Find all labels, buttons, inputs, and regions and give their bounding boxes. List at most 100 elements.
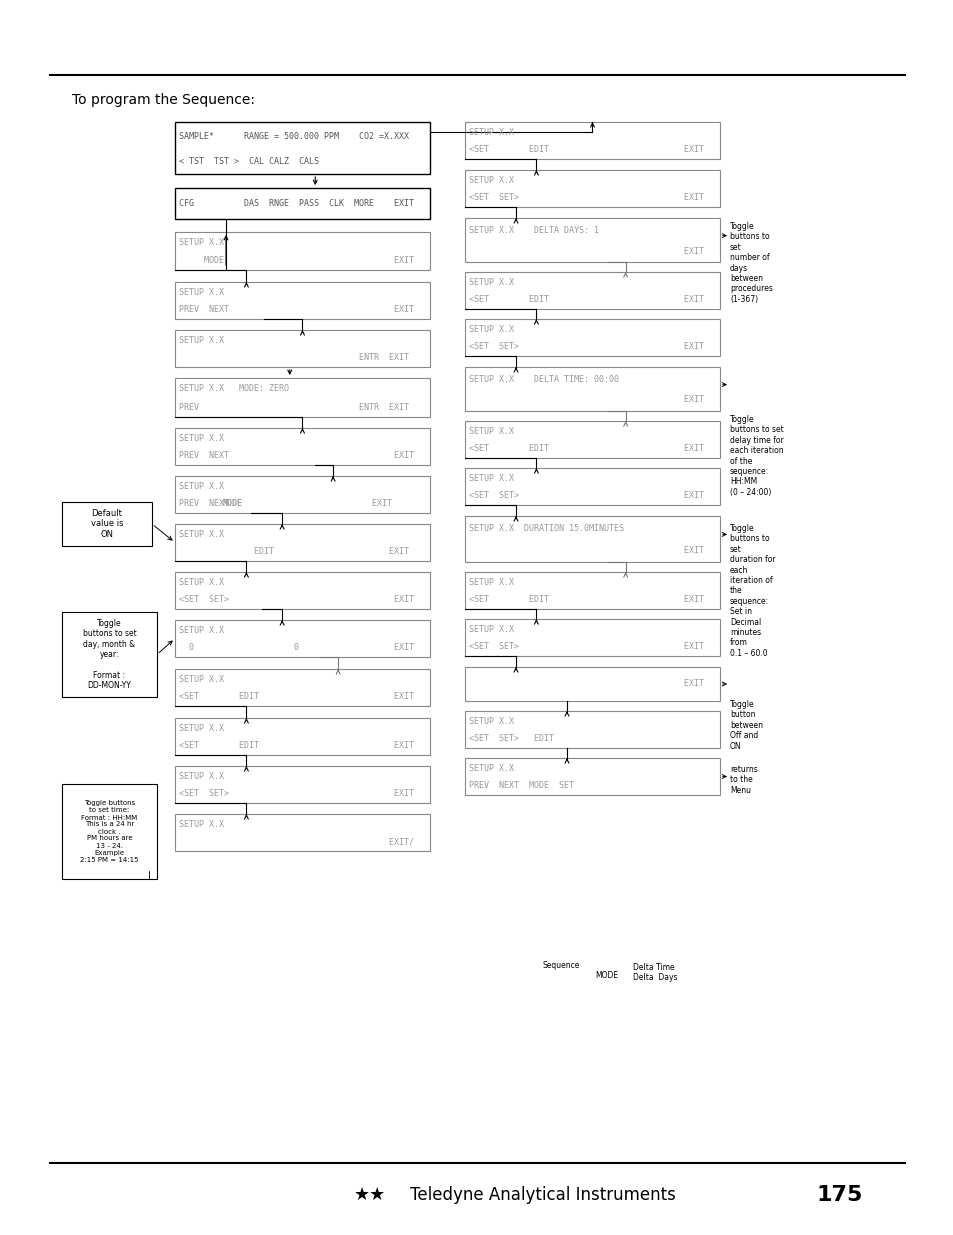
Text: ENTR  EXIT: ENTR EXIT [179, 353, 409, 362]
Text: Toggle
buttons to set
delay time for
each iteration
of the
sequence:
HH:MM
(0 – : Toggle buttons to set delay time for eac… [729, 415, 783, 496]
Text: To program the Sequence:: To program the Sequence: [71, 93, 254, 107]
Text: PREV  NEXT                                 EXIT: PREV NEXT EXIT [179, 305, 414, 314]
Bar [174, 122, 430, 174]
Bar [174, 669, 430, 706]
Text: <SET  SET>                                 EXIT: <SET SET> EXIT [179, 789, 414, 798]
Bar [174, 378, 430, 417]
Text: EXIT/: EXIT/ [179, 837, 414, 846]
Text: Toggle
buttons to set
day, month &
year:

Format :
DD-MON-YY: Toggle buttons to set day, month & year:… [83, 619, 136, 690]
Bar [464, 122, 720, 159]
Text: SETUP X.X: SETUP X.X [179, 674, 224, 684]
Bar [174, 330, 430, 367]
Text: <SET        EDIT                           EXIT: <SET EDIT EXIT [469, 146, 703, 154]
Text: <SET  SET>                                 EXIT: <SET SET> EXIT [469, 642, 703, 651]
Text: SETUP X.X: SETUP X.X [179, 288, 224, 296]
Text: EXIT: EXIT [236, 499, 392, 509]
Text: <SET  SET>                                 EXIT: <SET SET> EXIT [179, 595, 414, 604]
Text: Toggle
buttons to
set
number of
days
between
procedures
(1-367): Toggle buttons to set number of days bet… [729, 222, 772, 304]
Text: Delta Time: Delta Time [633, 962, 674, 972]
Bar [464, 711, 720, 748]
Text: SETUP X.X: SETUP X.X [179, 578, 224, 587]
Text: CFG          DAS  RNGE  PASS  CLK  MORE    EXIT: CFG DAS RNGE PASS CLK MORE EXIT [179, 199, 414, 207]
Text: Teledyne Analytical Instruments: Teledyne Analytical Instruments [410, 1186, 675, 1204]
Text: Sequence: Sequence [542, 961, 579, 969]
Text: SETUP X.X: SETUP X.X [469, 474, 514, 483]
Bar [174, 814, 430, 851]
Bar [464, 572, 720, 609]
Text: Toggle buttons
to set time:
Format : HH:MM
This is a 24 hr
clock .
PM hours are
: Toggle buttons to set time: Format : HH:… [80, 800, 138, 862]
Bar [464, 170, 720, 207]
Text: SETUP X.X: SETUP X.X [179, 336, 224, 345]
Text: SETUP X.X: SETUP X.X [179, 433, 224, 443]
Text: <SET        EDIT                           EXIT: <SET EDIT EXIT [469, 295, 703, 304]
Bar [464, 619, 720, 656]
Bar [174, 429, 430, 466]
Bar [464, 667, 720, 701]
Text: Default
value is
ON: Default value is ON [91, 509, 123, 538]
Text: <SET  SET>   EDIT: <SET SET> EDIT [469, 735, 554, 743]
Text: <SET  SET>                                 EXIT: <SET SET> EXIT [469, 342, 703, 351]
Text: EXIT: EXIT [469, 679, 703, 688]
Text: EXIT: EXIT [469, 546, 703, 555]
Bar [174, 620, 430, 657]
Text: Delta  Days: Delta Days [633, 973, 677, 983]
Bar [174, 188, 430, 219]
Text: SETUP X.X: SETUP X.X [469, 325, 514, 333]
Text: PREV                                ENTR  EXIT: PREV ENTR EXIT [179, 403, 409, 411]
Bar [464, 367, 720, 411]
Text: SETUP X.X: SETUP X.X [469, 427, 514, 436]
Bar [174, 766, 430, 803]
Text: <SET  SET>                                 EXIT: <SET SET> EXIT [469, 193, 703, 203]
Text: SETUP X.X: SETUP X.X [469, 764, 514, 773]
Bar [464, 516, 720, 562]
Text: SETUP X.X: SETUP X.X [179, 772, 224, 781]
Text: SETUP X.X: SETUP X.X [469, 175, 514, 185]
Text: MODE: MODE [595, 971, 618, 979]
Text: EXIT: EXIT [469, 247, 703, 256]
Text: returns
to the
Menu: returns to the Menu [729, 764, 757, 795]
Text: SETUP X.X: SETUP X.X [179, 626, 224, 635]
Text: 0                    0                   EXIT: 0 0 EXIT [179, 643, 414, 652]
Bar [62, 784, 157, 879]
Text: SETUP X.X    DELTA TIME: 00:00: SETUP X.X DELTA TIME: 00:00 [469, 374, 618, 384]
Text: SAMPLE*      RANGE = 500.000 PPM    CO2 =X.XXX: SAMPLE* RANGE = 500.000 PPM CO2 =X.XXX [179, 132, 409, 141]
Bar [174, 282, 430, 319]
Text: SETUP X.X: SETUP X.X [469, 278, 514, 287]
Text: ★★: ★★ [354, 1186, 386, 1204]
Text: MODE: MODE [222, 499, 242, 509]
Text: SETUP X.X: SETUP X.X [469, 128, 514, 137]
Text: PREV  NEXT                                 EXIT: PREV NEXT EXIT [179, 451, 414, 461]
Bar [464, 758, 720, 795]
Text: SETUP X.X: SETUP X.X [469, 578, 514, 587]
Text: SETUP X.X    DELTA DAYS: 1: SETUP X.X DELTA DAYS: 1 [469, 226, 598, 235]
Text: SETUP X.X: SETUP X.X [179, 724, 224, 732]
Text: PREV  NEXT: PREV NEXT [179, 499, 239, 509]
Text: SETUP X.X   MODE: ZERO: SETUP X.X MODE: ZERO [179, 384, 289, 394]
Text: SETUP X.X  DURATION 15.0MINUTES: SETUP X.X DURATION 15.0MINUTES [469, 525, 623, 534]
Bar [464, 219, 720, 262]
Bar [464, 468, 720, 505]
Text: SETUP X.X: SETUP X.X [469, 625, 514, 634]
Bar [174, 524, 430, 561]
Bar [464, 421, 720, 458]
Text: EDIT                       EXIT: EDIT EXIT [179, 547, 409, 556]
Text: SETUP X.X: SETUP X.X [179, 238, 224, 247]
Text: Toggle
button
between
Off and
ON: Toggle button between Off and ON [729, 700, 762, 751]
Bar [174, 475, 430, 513]
Text: <SET        EDIT                           EXIT: <SET EDIT EXIT [469, 445, 703, 453]
Bar [174, 572, 430, 609]
Text: SETUP X.X: SETUP X.X [469, 716, 514, 726]
Text: Toggle
buttons to
set
duration for
each
iteration of
the
sequence:
Set in
Decima: Toggle buttons to set duration for each … [729, 524, 775, 658]
Bar [174, 718, 430, 755]
Text: SETUP X.X: SETUP X.X [179, 482, 224, 490]
Text: MODE                                  EXIT: MODE EXIT [179, 256, 414, 266]
Text: 175: 175 [816, 1186, 862, 1205]
Bar [62, 501, 152, 546]
Text: PREV  NEXT  MODE  SET: PREV NEXT MODE SET [469, 782, 574, 790]
Text: SETUP X.X: SETUP X.X [179, 530, 224, 538]
Bar [62, 613, 157, 697]
Bar [464, 272, 720, 309]
Text: EXIT: EXIT [469, 395, 703, 405]
Text: <SET        EDIT                           EXIT: <SET EDIT EXIT [469, 595, 703, 604]
Bar [174, 232, 430, 270]
